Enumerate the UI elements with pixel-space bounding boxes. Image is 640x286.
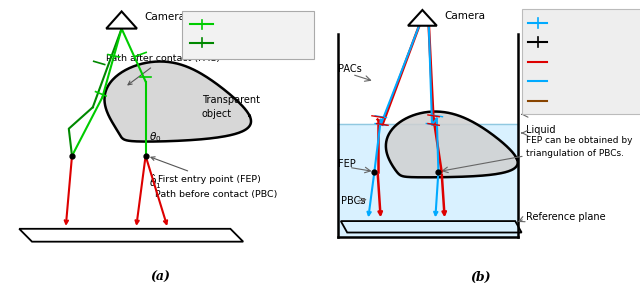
Text: (a): (a)	[150, 271, 170, 284]
Text: Liquid: Liquid	[526, 125, 556, 135]
Polygon shape	[106, 11, 137, 29]
FancyBboxPatch shape	[182, 11, 314, 59]
Text: Reflection: Reflection	[552, 38, 599, 47]
Text: FEP can be obtained by
triangulation of PBCs.: FEP can be obtained by triangulation of …	[526, 136, 633, 158]
Text: Transparent: Transparent	[202, 95, 260, 105]
Text: Tank: Tank	[526, 106, 548, 116]
Text: $\theta_0$: $\theta_0$	[149, 131, 161, 144]
Text: PACs: PACs	[338, 63, 362, 74]
Polygon shape	[104, 61, 251, 142]
Text: Overlapped paths: Overlapped paths	[552, 96, 636, 105]
Text: Reference plane: Reference plane	[526, 212, 606, 222]
Text: Path after contact (PAC): Path after contact (PAC)	[106, 55, 220, 85]
Text: Camera: Camera	[445, 11, 486, 21]
Text: Path with liquid: Path with liquid	[552, 77, 625, 86]
Text: Path without liquid: Path without liquid	[552, 57, 640, 66]
Text: $\hat{\theta}_1$: $\hat{\theta}_1$	[149, 173, 161, 191]
Polygon shape	[386, 112, 518, 177]
Text: Camera: Camera	[144, 12, 185, 22]
Polygon shape	[408, 10, 437, 26]
Text: Reflection: Reflection	[219, 38, 268, 48]
Text: Refraction: Refraction	[219, 19, 269, 29]
Text: Refraction: Refraction	[552, 18, 600, 27]
Text: Path before contact (PBC): Path before contact (PBC)	[155, 190, 278, 199]
Text: (b): (b)	[470, 271, 490, 284]
FancyBboxPatch shape	[522, 9, 640, 114]
Text: FEP: FEP	[338, 159, 355, 169]
Text: object: object	[202, 109, 232, 119]
Text: PBCs: PBCs	[341, 196, 365, 206]
Text: First entry point (FEP): First entry point (FEP)	[151, 157, 261, 184]
